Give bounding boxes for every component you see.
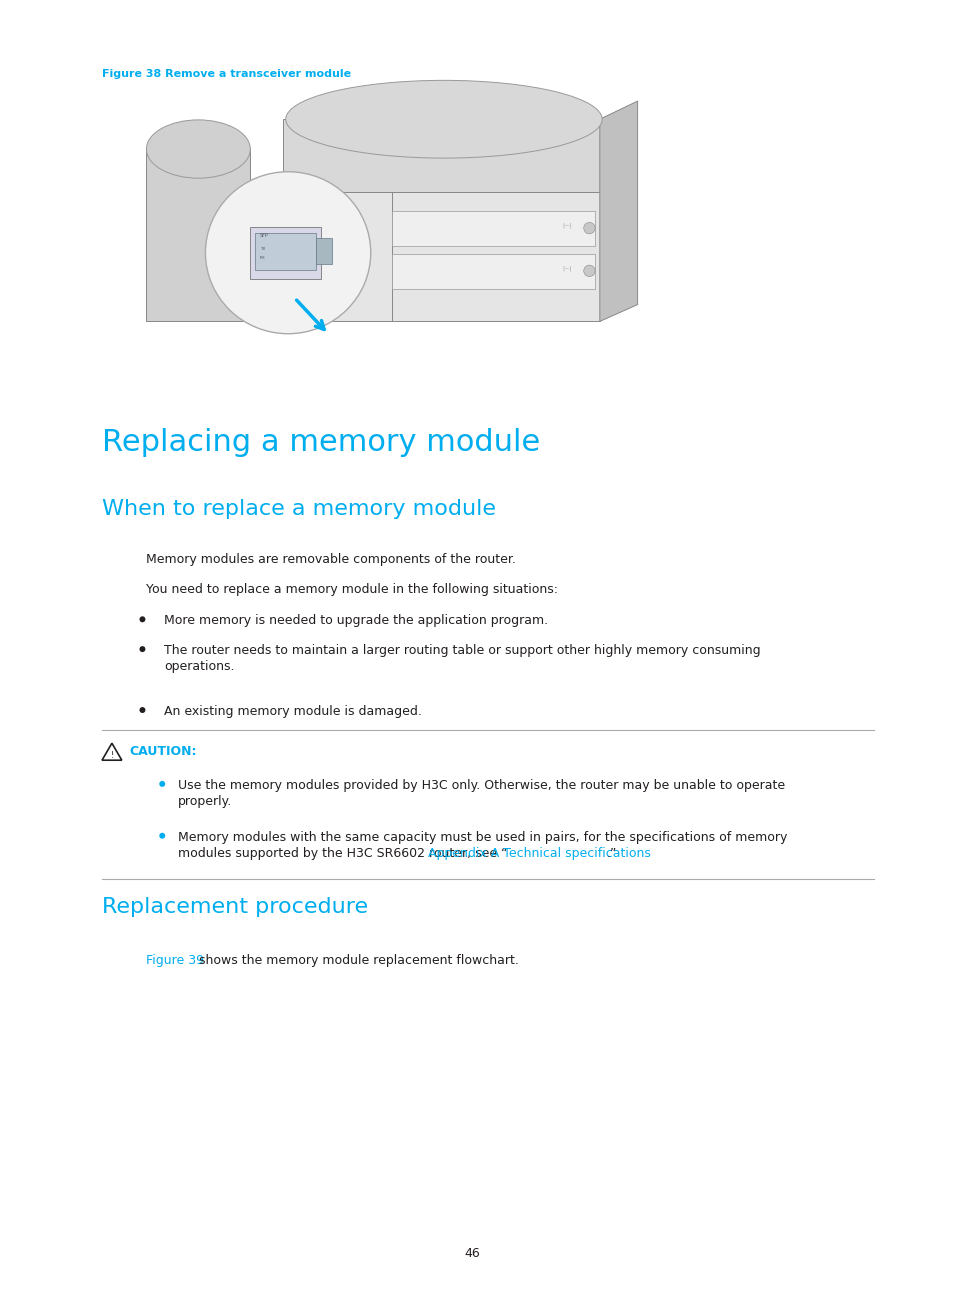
Text: You need to replace a memory module in the following situations:: You need to replace a memory module in t… (146, 583, 558, 596)
Polygon shape (316, 238, 333, 264)
Text: |—|: |—| (561, 223, 571, 228)
Polygon shape (392, 254, 595, 289)
Text: modules supported by the H3C SR6602 router, see “: modules supported by the H3C SR6602 rout… (178, 846, 507, 859)
Text: RX: RX (259, 257, 265, 260)
Text: 46: 46 (464, 1247, 479, 1260)
Text: CAUTION:: CAUTION: (130, 745, 197, 758)
Text: Use the memory modules provided by H3C only. Otherwise, the router may be unable: Use the memory modules provided by H3C o… (178, 779, 784, 792)
Polygon shape (254, 233, 316, 270)
Text: When to replace a memory module: When to replace a memory module (102, 499, 496, 518)
Text: Appendix A Technical specifications: Appendix A Technical specifications (428, 846, 650, 859)
Circle shape (583, 223, 595, 233)
Polygon shape (146, 149, 250, 321)
Text: Replacement procedure: Replacement procedure (102, 897, 368, 916)
Text: Memory modules with the same capacity must be used in pairs, for the specificati: Memory modules with the same capacity mu… (178, 831, 786, 844)
Polygon shape (392, 211, 595, 246)
Circle shape (310, 279, 333, 302)
Circle shape (159, 781, 165, 787)
Ellipse shape (146, 119, 250, 179)
Text: operations.: operations. (164, 660, 234, 673)
Text: More memory is needed to upgrade the application program.: More memory is needed to upgrade the app… (164, 614, 548, 627)
Circle shape (139, 617, 145, 622)
Text: TX: TX (259, 248, 265, 251)
Text: Figure 38 Remove a transceiver module: Figure 38 Remove a transceiver module (102, 69, 351, 79)
Circle shape (139, 708, 145, 713)
Text: .”: .” (606, 846, 617, 859)
Text: properly.: properly. (178, 794, 233, 807)
Circle shape (310, 209, 333, 232)
Text: The router needs to maintain a larger routing table or support other highly memo: The router needs to maintain a larger ro… (164, 644, 760, 657)
Polygon shape (250, 227, 321, 279)
Text: An existing memory module is damaged.: An existing memory module is damaged. (164, 705, 421, 718)
Ellipse shape (205, 172, 371, 334)
Text: Figure 39: Figure 39 (146, 954, 204, 967)
Circle shape (159, 833, 165, 839)
Text: SFP: SFP (259, 233, 268, 238)
Circle shape (139, 647, 145, 652)
Text: |—|: |—| (561, 266, 571, 271)
Text: Replacing a memory module: Replacing a memory module (102, 428, 539, 456)
Polygon shape (250, 192, 599, 321)
Polygon shape (283, 119, 599, 192)
Polygon shape (599, 101, 637, 321)
Ellipse shape (286, 80, 601, 158)
Text: !: ! (111, 752, 113, 761)
Text: Memory modules are removable components of the router.: Memory modules are removable components … (146, 553, 516, 566)
Text: shows the memory module replacement flowchart.: shows the memory module replacement flow… (195, 954, 518, 967)
Circle shape (583, 266, 595, 276)
